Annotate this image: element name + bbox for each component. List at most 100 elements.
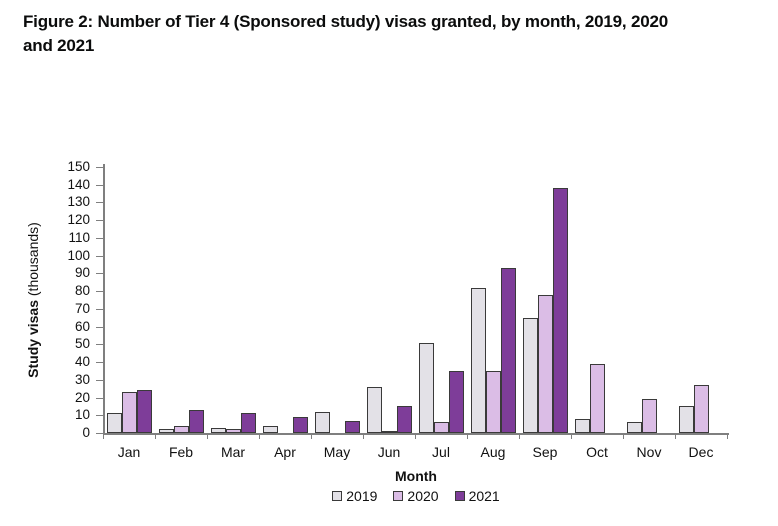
- y-tick-mark: [96, 184, 103, 186]
- bar-2020-feb: [173, 425, 189, 433]
- y-tick-label-10: 10: [74, 407, 90, 423]
- bar-2020-sep: [537, 294, 553, 433]
- x-tick-mark: [415, 434, 416, 439]
- bar-2021-apr: [292, 417, 308, 433]
- y-tick-mark: [96, 362, 103, 364]
- y-tick-label-0: 0: [82, 425, 90, 440]
- bar-2019-dec: [678, 406, 694, 433]
- y-tick-mark: [96, 220, 103, 222]
- bar-2020-jun: [381, 431, 397, 433]
- y-axis-line: [103, 164, 105, 434]
- y-tick-label-40: 40: [74, 354, 90, 370]
- x-tick-mark: [571, 434, 572, 439]
- legend-item-2020: 2020: [393, 488, 439, 504]
- legend-swatch-2020: [393, 491, 404, 501]
- bar-2019-aug: [470, 287, 486, 433]
- y-tick-label-80: 80: [74, 283, 90, 299]
- bar-2019-sep: [522, 317, 538, 433]
- x-tick-label-sep: Sep: [532, 444, 558, 460]
- legend-item-2019: 2019: [332, 488, 377, 504]
- y-tick-label-20: 20: [74, 389, 90, 405]
- bar-2021-aug: [500, 268, 516, 433]
- y-tick-mark: [96, 273, 103, 275]
- bar-2019-mar: [210, 427, 226, 433]
- y-tick-label-100: 100: [67, 247, 90, 263]
- y-tick-mark: [96, 344, 103, 346]
- x-tick-label-oct: Oct: [586, 444, 608, 460]
- bar-2021-sep: [552, 188, 568, 433]
- bar-2020-jan: [121, 392, 137, 433]
- x-tick-mark: [207, 434, 208, 439]
- x-tick-label-aug: Aug: [480, 444, 506, 460]
- x-axis-title: Month: [395, 468, 437, 484]
- y-tick-label-90: 90: [74, 265, 90, 281]
- y-tick-label-70: 70: [74, 300, 90, 316]
- x-tick-label-feb: Feb: [168, 444, 194, 460]
- bar-2019-apr: [262, 425, 278, 433]
- legend-label-2019: 2019: [346, 488, 378, 504]
- x-tick-label-may: May: [323, 444, 351, 460]
- x-tick-mark: [727, 434, 728, 439]
- y-tick-mark: [96, 237, 103, 239]
- y-tick-label-120: 120: [67, 212, 90, 228]
- y-tick-mark: [96, 308, 103, 310]
- bar-2019-jun: [366, 386, 382, 433]
- bar-2019-oct: [574, 418, 590, 433]
- y-tick-label-50: 50: [74, 336, 90, 352]
- x-tick-label-jun: Jun: [377, 444, 401, 460]
- x-tick-mark: [519, 434, 520, 439]
- bar-2019-nov: [626, 422, 642, 433]
- y-tick-label-130: 130: [67, 194, 90, 210]
- bar-2020-dec: [693, 385, 709, 433]
- y-tick-label-140: 140: [67, 176, 90, 192]
- bar-2020-oct: [589, 363, 605, 433]
- legend-swatch-2019: [332, 491, 343, 501]
- legend-swatch-2021: [454, 491, 465, 501]
- bar-2020-jul: [433, 422, 449, 433]
- x-tick-label-jul: Jul: [432, 444, 450, 460]
- x-tick-mark: [675, 434, 676, 439]
- bar-2019-may: [314, 411, 330, 433]
- bar-2020-aug: [485, 370, 501, 433]
- y-tick-mark: [96, 379, 103, 381]
- bar-2021-mar: [240, 413, 256, 433]
- figure-title-line2: and 2021: [23, 36, 95, 55]
- x-tick-label-nov: Nov: [636, 444, 662, 460]
- x-tick-label-jan: Jan: [117, 444, 141, 460]
- bar-2019-feb: [158, 429, 174, 433]
- y-tick-mark: [96, 202, 103, 204]
- x-tick-label-apr: Apr: [274, 444, 296, 460]
- y-tick-mark: [96, 415, 103, 417]
- bar-2019-jul: [418, 342, 434, 433]
- x-tick-mark: [623, 434, 624, 439]
- bar-2021-jun: [396, 406, 412, 433]
- x-tick-label-dec: Dec: [688, 444, 714, 460]
- bar-2020-mar: [225, 429, 241, 433]
- x-tick-mark: [363, 434, 364, 439]
- legend-item-2021: 2021: [454, 488, 500, 504]
- figure-title-line1: Figure 2: Number of Tier 4 (Sponsored st…: [23, 12, 668, 31]
- x-tick-mark: [311, 434, 312, 439]
- legend-label-2020: 2020: [407, 488, 439, 504]
- y-tick-mark: [96, 397, 103, 399]
- x-tick-label-mar: Mar: [220, 444, 246, 460]
- bar-2021-feb: [188, 409, 204, 433]
- y-tick-mark: [96, 255, 103, 257]
- bar-2019-jan: [106, 413, 122, 433]
- y-tick-mark: [96, 167, 103, 168]
- y-tick-label-110: 110: [68, 229, 90, 245]
- y-tick-label-150: 150: [67, 159, 90, 174]
- x-tick-mark: [155, 434, 156, 439]
- bar-2021-jul: [448, 370, 464, 433]
- y-tick-label-30: 30: [74, 371, 90, 387]
- bar-2021-jan: [136, 390, 152, 433]
- legend: 2019 2020 2021: [103, 488, 729, 504]
- x-tick-mark: [103, 434, 104, 439]
- figure-title: Figure 2: Number of Tier 4 (Sponsored st…: [23, 10, 668, 58]
- x-tick-mark: [259, 434, 260, 439]
- bar-2020-nov: [641, 399, 657, 433]
- legend-label-2021: 2021: [468, 488, 500, 504]
- y-tick-mark: [96, 433, 103, 434]
- bar-2021-may: [344, 420, 360, 433]
